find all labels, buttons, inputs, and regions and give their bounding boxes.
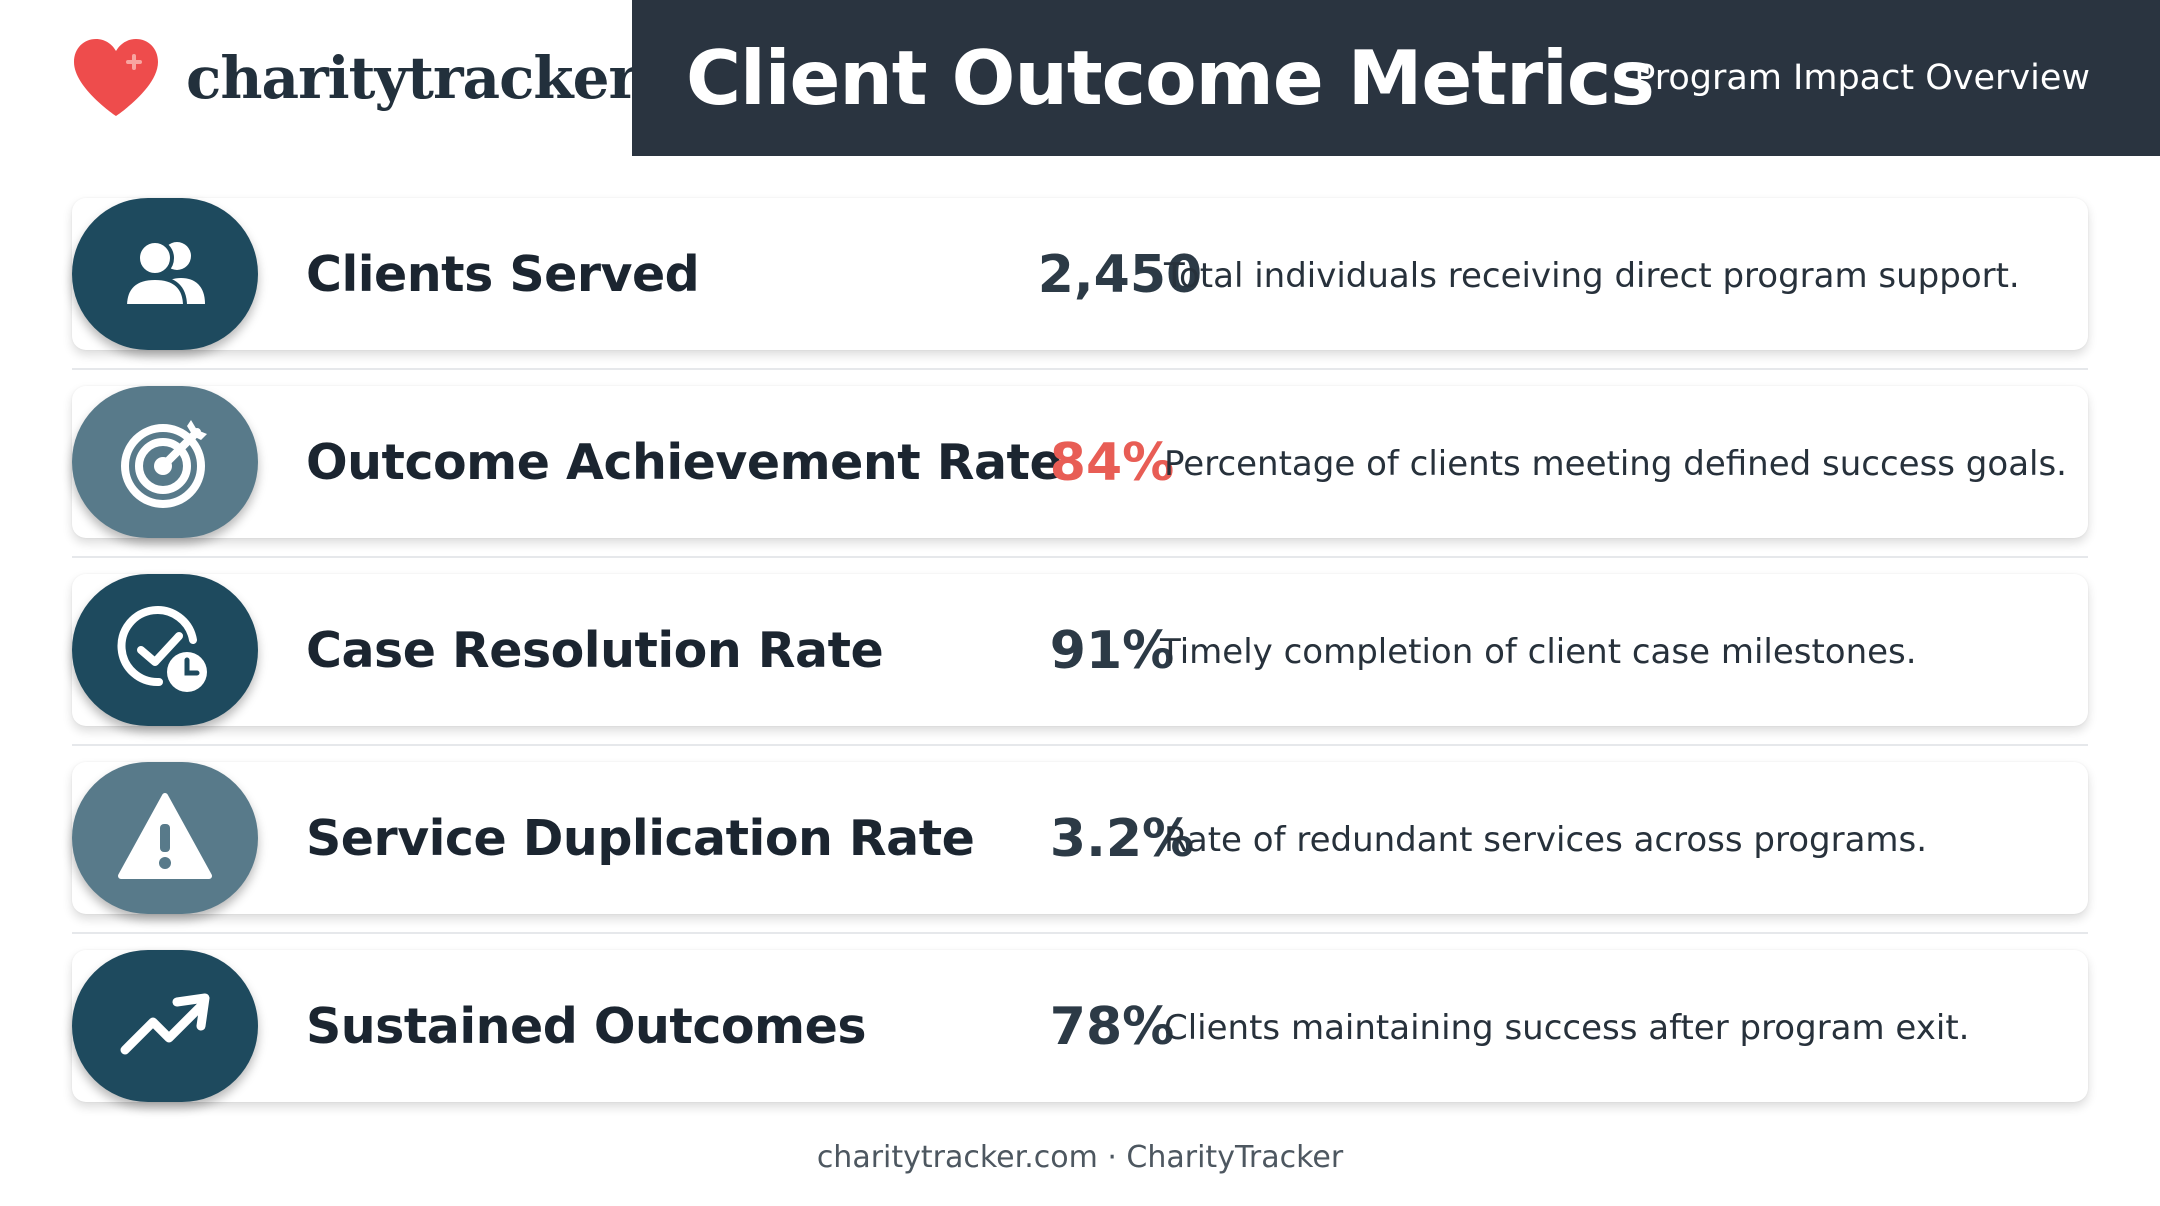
trending-up-icon [120,993,210,1055]
page-title: Client Outcome Metrics [686,34,1655,122]
metric-value: 3.2% [1049,809,1195,869]
metric-card [72,950,2088,1102]
brand-area: charitytracker [0,0,639,156]
divider [72,744,2088,746]
target-icon [121,420,207,508]
metric-description: Timely completion of client case milesto… [1160,632,1917,672]
metric-value: 2,450 [1037,245,1203,305]
metric-description: Rate of redundant services across progra… [1164,820,1928,860]
metric-description: Clients maintaining success after progra… [1164,1008,1970,1048]
metric-icon-badge [72,386,258,538]
metric-icon-badge [72,950,258,1102]
divider [72,368,2088,370]
metric-icon-badge [72,574,258,726]
metric-description: Total individuals receiving direct progr… [1164,256,2020,296]
metrics-list: Clients Served 2,450 Total individuals r… [72,198,2088,1138]
warning-icon [118,793,212,879]
footer-text: charitytracker.com · CharityTracker [816,1140,1344,1175]
metric-description: Percentage of clients meeting defined su… [1164,444,2067,484]
header-bar: Client Outcome Metrics Program Impact Ov… [632,0,2160,156]
metric-card [72,386,2088,538]
metric-card [72,762,2088,914]
metric-label: Case Resolution Rate [306,622,884,679]
metric-label: Sustained Outcomes [306,998,867,1055]
metric-value: 84% [1049,433,1175,493]
metric-row-service-duplication: Service Duplication Rate 3.2% Rate of re… [72,762,2088,950]
brand-name: charitytracker [186,44,639,112]
heart-icon [74,39,158,116]
metric-label: Service Duplication Rate [306,810,975,867]
metric-card [72,574,2088,726]
page-subtitle: Program Impact Overview [1634,58,2090,98]
metric-icon-badge [72,198,258,350]
metric-row-outcome-achievement: Outcome Achievement Rate 84% Percentage … [72,386,2088,574]
divider [72,932,2088,934]
metric-value: 78% [1049,997,1175,1057]
users-icon [122,239,205,308]
metric-label: Clients Served [306,246,700,303]
metric-row-clients-served: Clients Served 2,450 Total individuals r… [72,198,2088,386]
metric-row-sustained-outcomes: Sustained Outcomes 78% Clients maintaini… [72,950,2088,1138]
divider [72,556,2088,558]
clock-check-icon [117,606,207,692]
metric-card [72,198,2088,350]
metric-value: 91% [1049,621,1175,681]
metric-row-case-resolution: Case Resolution Rate 91% Timely completi… [72,574,2088,762]
metric-icon-badge [72,762,258,914]
metric-label: Outcome Achievement Rate [306,434,1063,491]
